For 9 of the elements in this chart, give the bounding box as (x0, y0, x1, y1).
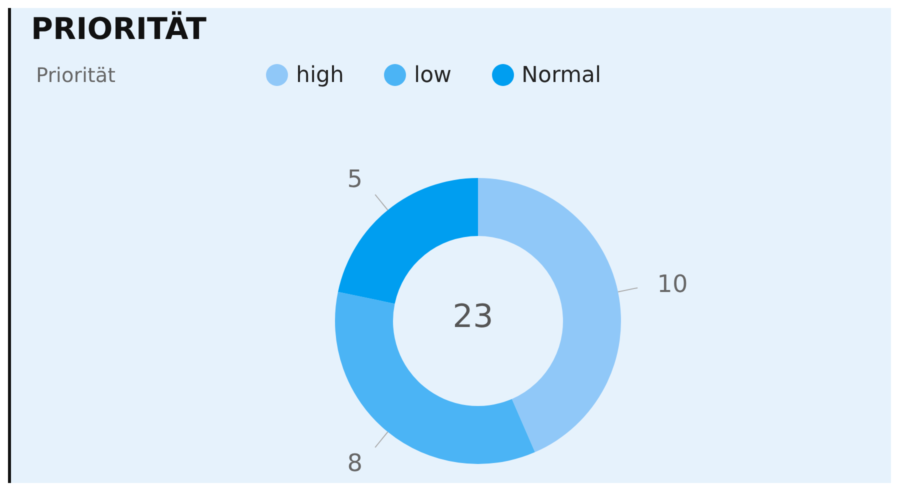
legend-label: low (412, 62, 452, 88)
chart-title: PRIORITÄT (30, 10, 208, 49)
data-label: 5 (347, 165, 363, 194)
data-label: 10 (657, 270, 688, 298)
legend-title: Priorität (35, 63, 116, 87)
data-label: 8 (347, 448, 363, 477)
text: 23 (452, 297, 494, 335)
legend-label: high (295, 62, 344, 88)
legend-label: Normal (520, 62, 602, 88)
